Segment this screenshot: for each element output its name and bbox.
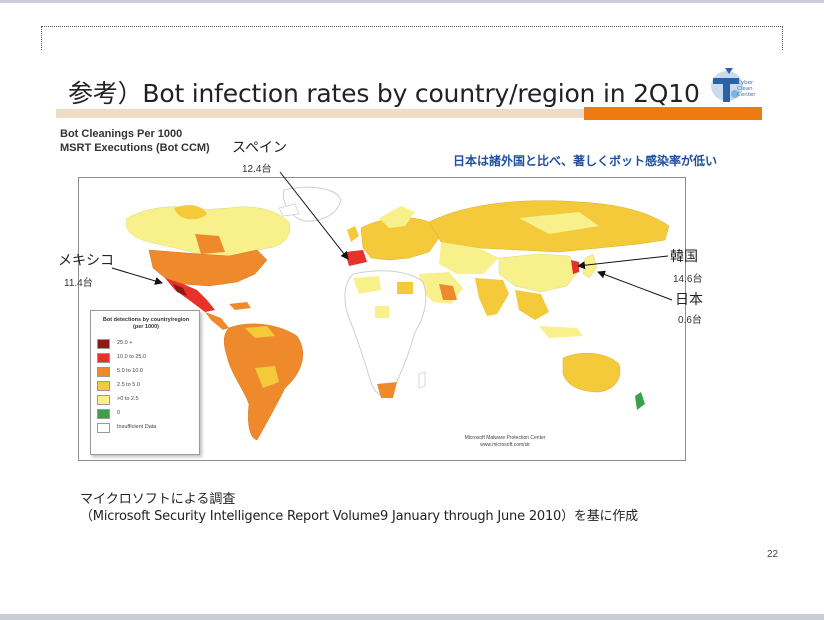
cyber-clean-center-logo	[711, 68, 743, 102]
slide-frame-bottom	[0, 614, 824, 620]
title-underline-bar	[56, 109, 584, 118]
legend-label: 10.0 to 25.0	[117, 354, 147, 360]
logo-text-line-1: Cyber	[737, 80, 754, 86]
page-number: 22	[767, 549, 779, 560]
callout-korea-value: 14.6台	[673, 274, 703, 285]
map-credit-line-2: www.microsoft.com/sir	[480, 442, 530, 448]
legend-label: 5.0 to 10.0	[117, 368, 143, 374]
legend-row: Insufficient Data	[97, 422, 197, 434]
legend-swatch	[97, 353, 110, 363]
legend-label: Insufficient Data	[117, 424, 157, 430]
legend-row: 10.0 to 25.0	[97, 352, 197, 364]
header-placeholder-box	[41, 26, 783, 50]
map-legend-title: Bot detections by country/region (per 10…	[102, 317, 190, 330]
callout-mexico-value: 11.4台	[64, 278, 93, 289]
legend-row: 2.5 to 5.0	[97, 380, 197, 392]
map-credit: Microsoft Malware Protection Center www.…	[444, 435, 566, 449]
map-legend: Bot detections by country/region (per 10…	[90, 310, 200, 455]
legend-swatch	[97, 395, 110, 405]
logo-text-line-2: Clean	[737, 86, 753, 92]
callout-japan-value: 0.6台	[678, 315, 702, 326]
source-line-2: （Microsoft Security Intelligence Report …	[80, 509, 638, 524]
legend-swatch	[97, 367, 110, 377]
legend-label: 0	[117, 410, 121, 416]
title-accent-bar	[584, 107, 762, 120]
legend-row: 25.0 +	[97, 338, 197, 350]
slide-title: 参考）Bot infection rates by country/region…	[68, 79, 700, 108]
logo-text-line-3: Center	[737, 92, 756, 98]
legend-row: 5.0 to 10.0	[97, 366, 197, 378]
legend-swatch	[97, 339, 110, 349]
legend-label: >0 to 2.5	[117, 396, 139, 402]
slide-frame-top	[0, 0, 824, 3]
legend-swatch	[97, 381, 110, 391]
callout-japan-label: 日本	[675, 292, 703, 308]
legend-row: >0 to 2.5	[97, 394, 197, 406]
callout-spain-label: スペイン	[232, 140, 288, 156]
legend-swatch	[97, 409, 110, 419]
legend-label: 2.5 to 5.0	[117, 382, 140, 388]
japan-note: 日本は諸外国と比べ、著しくボット感染率が低い	[453, 154, 718, 168]
legend-swatch	[97, 423, 110, 433]
metric-label-line-2: MSRT Executions (Bot CCM)	[60, 142, 210, 154]
source-line-1: マイクロソフトによる調査	[80, 492, 236, 507]
callout-spain-value: 12.4台	[242, 164, 272, 175]
legend-label: 25.0 +	[117, 340, 133, 346]
world-map-shapes	[125, 186, 670, 441]
callout-mexico-label: メキシコ	[58, 253, 114, 269]
legend-row: 0	[97, 408, 197, 420]
map-credit-line-1: Microsoft Malware Protection Center	[464, 435, 546, 441]
callout-korea-label: 韓国	[670, 249, 698, 265]
metric-label-line-1: Bot Cleanings Per 1000	[60, 128, 183, 140]
